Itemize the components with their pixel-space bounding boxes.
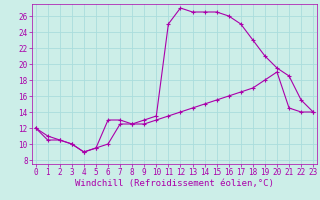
X-axis label: Windchill (Refroidissement éolien,°C): Windchill (Refroidissement éolien,°C) bbox=[75, 179, 274, 188]
